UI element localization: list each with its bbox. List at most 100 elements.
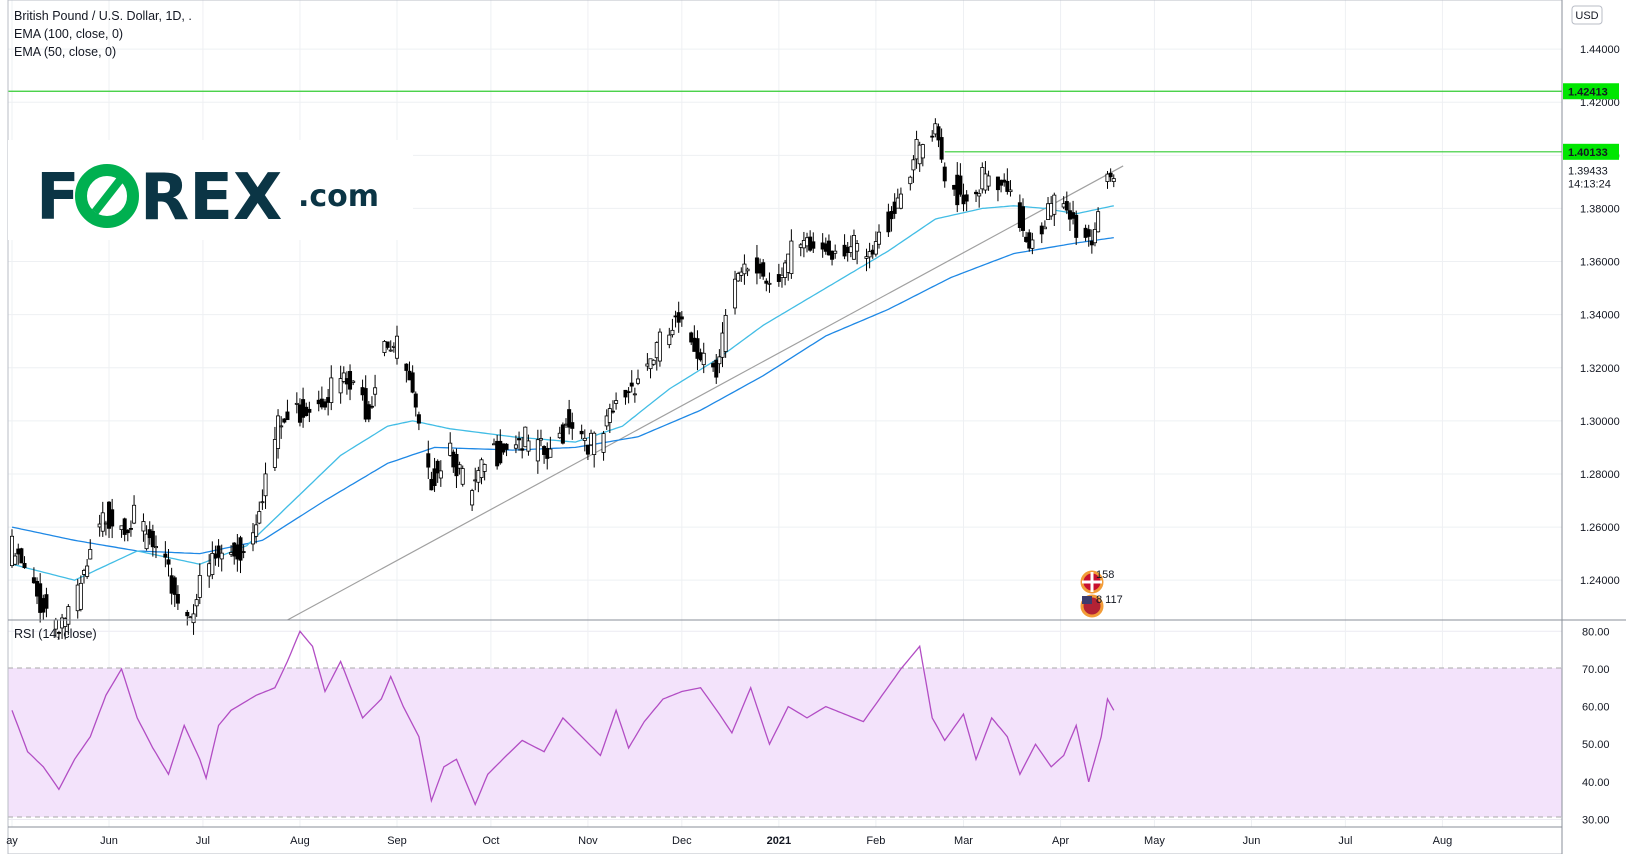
candle-body-down <box>498 440 503 464</box>
candle-body-down <box>216 545 221 558</box>
candle-body-down <box>999 180 1004 186</box>
candle-body-up <box>977 193 982 197</box>
candle-body-up <box>651 359 656 365</box>
candle-body-down <box>297 404 302 423</box>
candle-body-down <box>41 598 46 613</box>
candle <box>294 392 299 414</box>
legend-title[interactable]: British Pound / U.S. Dollar, 1D, . <box>14 9 192 23</box>
candle <box>1096 207 1101 233</box>
candle <box>717 349 722 374</box>
price-badge-box <box>1563 83 1619 100</box>
legend-ema100[interactable]: EMA (100, close, 0) <box>14 27 123 41</box>
candle-body-up <box>492 443 497 446</box>
rsi-legend-title[interactable]: RSI (14, close) <box>14 627 97 641</box>
candle-body-up <box>263 473 268 497</box>
currency-button-label[interactable]: USD <box>1575 10 1598 22</box>
candle-body-up <box>789 240 794 274</box>
countdown-label: 14:13:24 <box>1568 178 1611 190</box>
candle <box>601 430 606 461</box>
candle-body-up <box>438 470 443 479</box>
candle-body-up <box>119 525 124 530</box>
candle <box>582 429 587 452</box>
time-tick-label: 2021 <box>767 835 791 847</box>
candles <box>9 118 1116 640</box>
candle-body-down <box>761 262 766 277</box>
candle <box>1030 232 1035 255</box>
candle <box>1108 168 1113 182</box>
candle <box>426 440 431 479</box>
candle-body-up <box>260 501 265 504</box>
time-axis[interactable]: ay Jun Jul Aug Sep Oct Nov Dec 2021 Feb Mar Apr May J… <box>6 835 1452 847</box>
rsi-tick-label: 60.00 <box>1582 702 1610 714</box>
candle <box>150 524 155 557</box>
candle-body-up <box>873 241 878 255</box>
price-tick-label: 1.34000 <box>1580 310 1620 322</box>
candle-body-up <box>833 250 838 254</box>
event-markers[interactable]: 158 8 117 <box>1080 569 1123 618</box>
candle <box>1086 224 1091 247</box>
candle-body-up <box>786 253 791 273</box>
candle-body-up <box>132 504 137 524</box>
candle-body-down <box>44 594 49 609</box>
candle-body-down <box>169 575 174 594</box>
trendline <box>287 165 1124 621</box>
price-tick-label: 1.42000 <box>1580 97 1620 109</box>
candle-body-up <box>607 408 612 423</box>
candle <box>670 318 675 338</box>
candle-body-down <box>714 359 719 378</box>
candle <box>1111 174 1116 188</box>
candle-body-down <box>344 378 349 385</box>
time-tick-label: Jul <box>196 835 210 847</box>
candle <box>1008 180 1013 197</box>
candle <box>830 250 835 266</box>
rsi-axis[interactable]: 30.00 40.00 50.00 60.00 70.00 80.00 <box>1582 626 1610 826</box>
candle-body-up <box>100 512 105 532</box>
candle-body-down <box>842 244 847 257</box>
candle-body-up <box>523 426 528 448</box>
candle <box>629 370 634 393</box>
candle-body-down <box>695 338 700 359</box>
candle <box>513 435 518 454</box>
candle <box>460 465 465 487</box>
currency-button-box[interactable] <box>1571 5 1603 25</box>
candle <box>1052 192 1057 226</box>
candle-body-down <box>360 387 365 396</box>
logo-rex: REX <box>140 161 282 235</box>
candle-body-up <box>1046 203 1051 220</box>
candle-body-down <box>585 444 590 455</box>
candle <box>188 616 193 619</box>
candle-body-up <box>88 549 93 560</box>
candle-body-up <box>632 393 637 396</box>
candle-body-up <box>848 246 853 253</box>
candle-body-up <box>654 342 659 359</box>
candle-body-up <box>66 606 71 625</box>
time-tick-label: Jun <box>100 835 118 847</box>
candle-body-down <box>304 406 309 417</box>
time-tick-label: Apr <box>1052 835 1069 847</box>
candle <box>657 328 662 367</box>
candle-body-down <box>238 537 243 561</box>
candle-body-down <box>930 135 935 138</box>
candle <box>341 366 346 384</box>
candle-body-down <box>1067 210 1072 220</box>
candle-body-up <box>535 439 540 462</box>
legend-ema50[interactable]: EMA (50, close, 0) <box>14 45 116 59</box>
candle-body-up <box>589 432 594 446</box>
currency-button[interactable]: USD <box>1571 5 1603 25</box>
candle-body-up <box>329 377 334 403</box>
candle-body-up <box>805 237 810 247</box>
candle <box>1027 229 1032 252</box>
candle-body-up <box>81 570 86 575</box>
candle-body-down <box>125 529 130 534</box>
candle <box>535 429 540 474</box>
rsi-line-group <box>11 630 1115 807</box>
legend[interactable]: British Pound / U.S. Dollar, 1D, . EMA (… <box>14 9 192 59</box>
candle-body-up <box>272 439 277 468</box>
rsi-line <box>11 630 1115 807</box>
candle-body-up <box>592 432 597 455</box>
candle-body-up <box>564 423 569 426</box>
candle <box>733 270 738 315</box>
candle-body-down <box>301 399 306 418</box>
